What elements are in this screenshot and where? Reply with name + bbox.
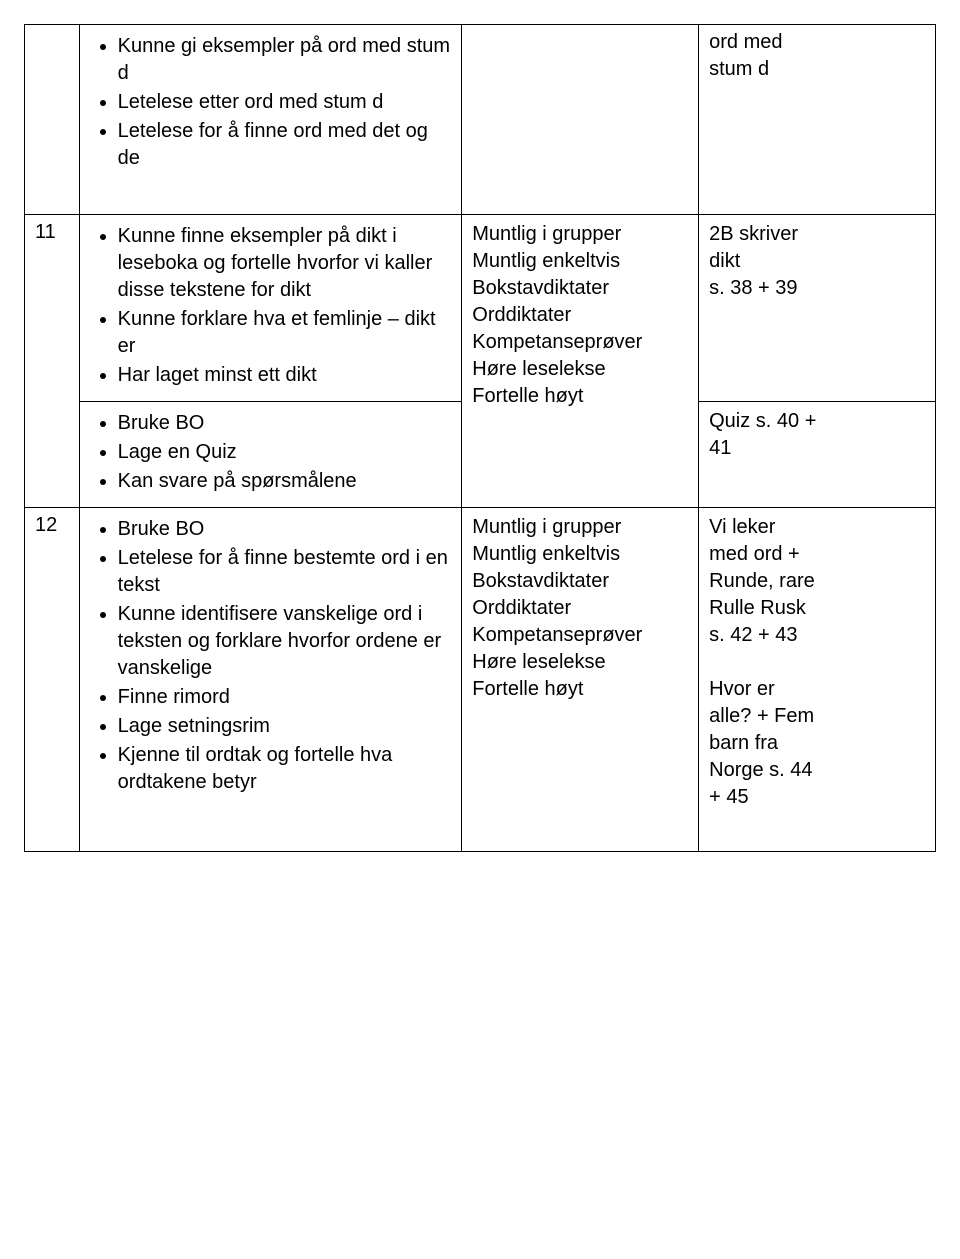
method-line: Orddiktater	[472, 302, 688, 329]
ref-line	[709, 649, 925, 676]
methods-cell	[462, 25, 699, 215]
ref-line: Runde, rare	[709, 568, 925, 595]
method-line: Fortelle høyt	[472, 383, 688, 410]
lesson-plan-table: Kunne gi eksempler på ord med stum d Let…	[24, 24, 936, 852]
method-line: Muntlig i grupper	[472, 221, 688, 248]
row-number	[25, 25, 80, 215]
method-line: Muntlig enkeltvis	[472, 541, 688, 568]
table-row: Kunne gi eksempler på ord med stum d Let…	[25, 25, 936, 215]
table-row: 12 Bruke BO Letelese for å finne bestemt…	[25, 508, 936, 852]
ref-cell: Vi leker med ord + Runde, rare Rulle Rus…	[699, 508, 936, 852]
ref-cell: 2B skriver dikt s. 38 + 39	[699, 215, 936, 402]
ref-line: s. 42 + 43	[709, 622, 925, 649]
list-item: Kunne finne eksempler på dikt i leseboka…	[118, 223, 452, 304]
list-item: Kunne forklare hva et femlinje – dikt er	[118, 306, 452, 360]
goals-cell: Bruke BO Letelese for å finne bestemte o…	[79, 508, 462, 852]
goals-list: Bruke BO Lage en Quiz Kan svare på spørs…	[90, 410, 452, 495]
list-item: Kunne gi eksempler på ord med stum d	[118, 33, 452, 87]
method-line: Kompetanseprøver	[472, 622, 688, 649]
goals-cell: Kunne finne eksempler på dikt i leseboka…	[79, 215, 462, 402]
list-item: Kjenne til ordtak og fortelle hva ordtak…	[118, 742, 452, 796]
list-item: Bruke BO	[118, 410, 452, 437]
ref-line: + 45	[709, 784, 925, 811]
methods-cell: Muntlig i grupper Muntlig enkeltvis Boks…	[462, 508, 699, 852]
goals-list: Bruke BO Letelese for å finne bestemte o…	[90, 516, 452, 796]
ref-line: stum d	[709, 56, 925, 83]
ref-line: ord med	[709, 29, 925, 56]
ref-line: barn fra	[709, 730, 925, 757]
method-line: Muntlig enkeltvis	[472, 248, 688, 275]
list-item: Lage setningsrim	[118, 713, 452, 740]
goals-list: Kunne finne eksempler på dikt i leseboka…	[90, 223, 452, 389]
goals-cell: Bruke BO Lage en Quiz Kan svare på spørs…	[79, 402, 462, 508]
list-item: Har laget minst ett dikt	[118, 362, 452, 389]
method-line: Fortelle høyt	[472, 676, 688, 703]
table-row: 11 Kunne finne eksempler på dikt i leseb…	[25, 215, 936, 402]
row-number: 12	[25, 508, 80, 852]
ref-line: Hvor er	[709, 676, 925, 703]
list-item: Lage en Quiz	[118, 439, 452, 466]
method-line: Orddiktater	[472, 595, 688, 622]
goals-cell: Kunne gi eksempler på ord med stum d Let…	[79, 25, 462, 215]
ref-line: 41	[709, 435, 925, 462]
method-line: Kompetanseprøver	[472, 329, 688, 356]
ref-line: alle? + Fem	[709, 703, 925, 730]
ref-line: 2B skriver	[709, 221, 925, 248]
ref-line: Rulle Rusk	[709, 595, 925, 622]
ref-line: s. 38 + 39	[709, 275, 925, 302]
ref-line: Quiz s. 40 +	[709, 408, 925, 435]
ref-cell: Quiz s. 40 + 41	[699, 402, 936, 508]
method-line: Muntlig i grupper	[472, 514, 688, 541]
method-line: Bokstavdiktater	[472, 568, 688, 595]
list-item: Letelese for å finne ord med det og de	[118, 118, 452, 172]
list-item: Letelese for å finne bestemte ord i en t…	[118, 545, 452, 599]
method-line: Høre leselekse	[472, 356, 688, 383]
list-item: Bruke BO	[118, 516, 452, 543]
ref-line: dikt	[709, 248, 925, 275]
methods-cell: Muntlig i grupper Muntlig enkeltvis Boks…	[462, 215, 699, 508]
list-item: Kan svare på spørsmålene	[118, 468, 452, 495]
ref-line: Vi leker	[709, 514, 925, 541]
ref-cell: ord med stum d	[699, 25, 936, 215]
method-line: Bokstavdiktater	[472, 275, 688, 302]
list-item: Finne rimord	[118, 684, 452, 711]
method-line: Høre leselekse	[472, 649, 688, 676]
list-item: Letelese etter ord med stum d	[118, 89, 452, 116]
goals-list: Kunne gi eksempler på ord med stum d Let…	[90, 33, 452, 172]
ref-line: med ord +	[709, 541, 925, 568]
list-item: Kunne identifisere vanskelige ord i teks…	[118, 601, 452, 682]
ref-line: Norge s. 44	[709, 757, 925, 784]
row-number: 11	[25, 215, 80, 508]
